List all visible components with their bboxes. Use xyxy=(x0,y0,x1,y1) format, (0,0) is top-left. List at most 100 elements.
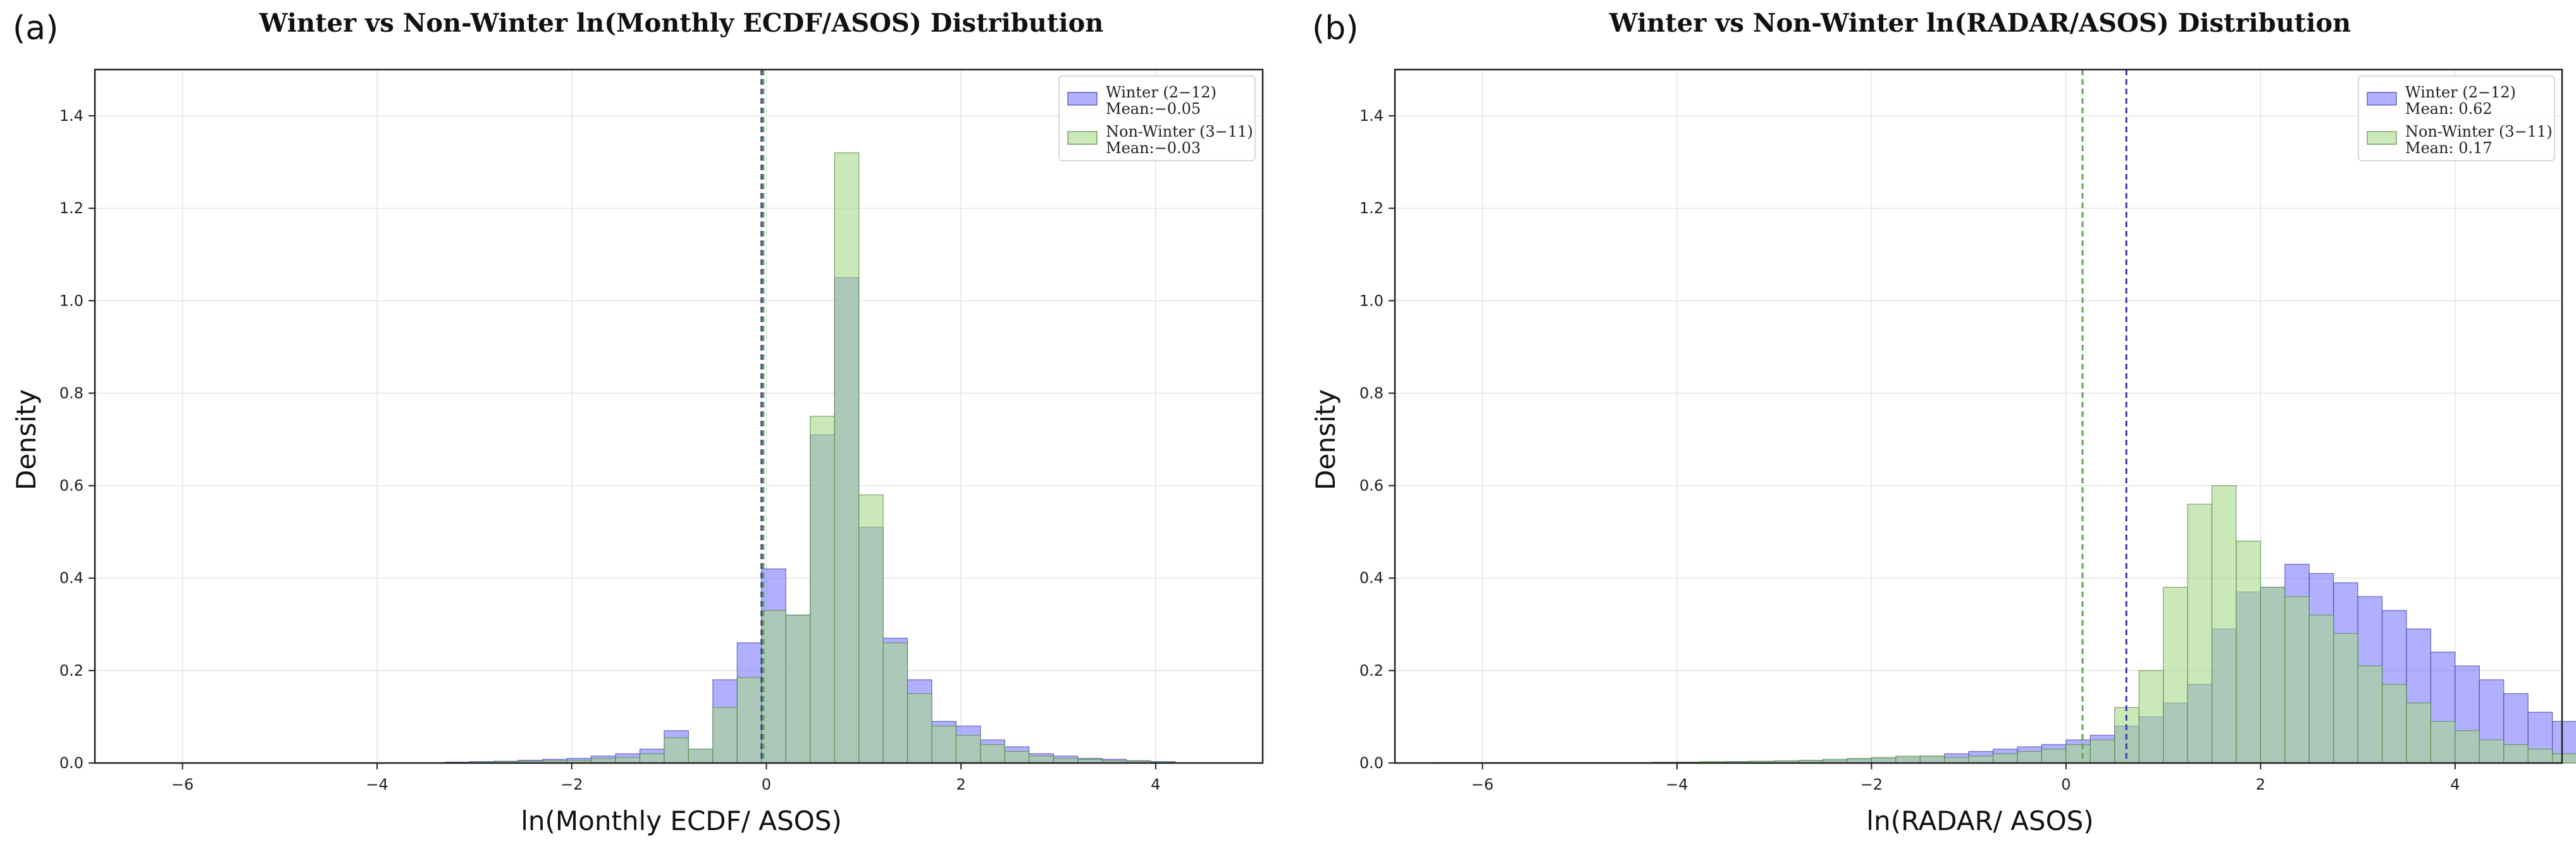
legend-swatch xyxy=(2367,92,2397,106)
legend-series-stat: Mean:−0.03 xyxy=(1106,139,1201,157)
legend-series-stat: Mean: 0.17 xyxy=(2405,139,2492,157)
legend-series-name: Winter (2−12) xyxy=(2405,84,2516,101)
histogram-bar xyxy=(615,757,641,764)
histogram-bar xyxy=(2163,586,2188,764)
x-tick-label: −2 xyxy=(560,776,583,793)
y-tick-label: 0.6 xyxy=(1359,477,1384,495)
y-tick-label: 0.6 xyxy=(59,477,84,495)
histogram-bar xyxy=(882,642,908,764)
histogram-bar xyxy=(1968,755,1994,764)
histogram-bar xyxy=(1944,757,1969,764)
y-tick-label: 1.0 xyxy=(1359,292,1384,309)
y-axis-label: Density xyxy=(11,389,42,490)
legend-series-stat: Mean:−0.05 xyxy=(1106,100,1201,118)
y-tick-label: 0.0 xyxy=(1359,754,1384,772)
x-axis-label: ln(RADAR/ ASOS) xyxy=(1866,805,2093,836)
legend: Winter (2−12)Mean: 0.62 Non-Winter (3−11)… xyxy=(2358,75,2555,161)
y-tick-label: 1.0 xyxy=(59,292,84,309)
histogram-bar xyxy=(664,737,689,764)
x-tick-label: 4 xyxy=(2450,776,2460,793)
histogram-bar xyxy=(1895,755,1921,764)
x-tick-label: 2 xyxy=(956,776,965,793)
histogram-bar xyxy=(810,416,835,764)
histogram-bar xyxy=(2260,586,2286,764)
chart-title: Winter vs Non-Winter ln(Monthly ECDF/ASO… xyxy=(259,8,1104,38)
histogram-bar xyxy=(980,744,1005,764)
histogram-bar xyxy=(2308,614,2334,764)
legend-box xyxy=(1058,75,1256,161)
ticks: −6 −4 −2 0 2 4 0.0 0.2 0.4 0.6 0.8 1.0 1.2 1.4 xyxy=(59,107,1161,793)
x-tick-label: −6 xyxy=(1471,776,1494,793)
ticks: −6 −4 −2 0 2 4 0.0 0.2 0.4 0.6 0.8 1.0 1.2 1.4 xyxy=(1359,107,2460,793)
legend: Winter (2−12)Mean:−0.05 Non-Winter (3−11)… xyxy=(1058,75,1256,161)
histogram-bar xyxy=(1992,753,2018,764)
legend-swatch xyxy=(1067,92,1098,106)
histogram-bar xyxy=(2138,670,2164,764)
histogram-bar xyxy=(688,748,714,764)
histogram-bar xyxy=(2065,744,2091,764)
histogram-bar xyxy=(761,610,786,764)
legend-swatch xyxy=(1067,131,1098,145)
x-tick-label: −4 xyxy=(366,776,388,793)
y-tick-label: 0.4 xyxy=(59,569,84,587)
y-tick-label: 0.8 xyxy=(1359,384,1384,402)
histogram-bar xyxy=(2236,540,2261,764)
histogram-bar xyxy=(2527,748,2553,764)
histogram-bar xyxy=(2503,744,2529,764)
histogram-bar xyxy=(1029,755,1054,764)
legend-series-name: Non-Winter (3−11) xyxy=(1106,123,1253,140)
panel-letter: (b) xyxy=(1312,9,1359,47)
x-tick-label: −6 xyxy=(171,776,194,793)
y-tick-label: 0.4 xyxy=(1359,569,1384,587)
x-tick-label: 2 xyxy=(2256,776,2265,793)
histogram-bar xyxy=(2406,702,2432,764)
legend-box xyxy=(2358,75,2555,161)
histogram-bar xyxy=(2333,633,2358,764)
histogram-bar xyxy=(2041,748,2067,764)
x-tick-label: 0 xyxy=(762,776,771,793)
histogram-bar xyxy=(931,725,957,764)
x-tick-label: 0 xyxy=(2061,776,2071,793)
legend-series-name: Non-Winter (3−11) xyxy=(2405,123,2553,140)
x-tick-label: −2 xyxy=(1861,776,1883,793)
panel-letter: (a) xyxy=(13,9,58,47)
histogram-bar xyxy=(1004,751,1030,764)
histogram-bar xyxy=(2455,730,2480,764)
histogram-bar xyxy=(712,707,738,764)
histogram-bar xyxy=(1871,757,1897,764)
histogram-bar xyxy=(2479,739,2505,764)
mean-lines xyxy=(760,70,765,763)
y-tick-label: 1.2 xyxy=(1359,199,1384,217)
histogram-bar xyxy=(2090,739,2115,764)
histogram-bar xyxy=(2187,504,2213,764)
grid xyxy=(95,70,1263,764)
x-axis-label: ln(Monthly ECDF/ ASOS) xyxy=(521,805,842,836)
legend-series-name: Winter (2−12) xyxy=(1106,84,1217,101)
panel-a: (a) Winter vs Non-Winter ln(Monthly ECDF… xyxy=(11,8,1264,836)
y-tick-label: 0.2 xyxy=(59,662,84,680)
histogram-bar xyxy=(2017,751,2043,764)
histogram-bar xyxy=(2552,753,2576,764)
y-tick-label: 0.0 xyxy=(59,754,84,772)
y-tick-label: 1.4 xyxy=(59,107,84,125)
histogram-bar xyxy=(1919,755,1945,764)
histogram-bar xyxy=(2357,665,2383,764)
y-tick-label: 0.2 xyxy=(1359,662,1384,680)
histogram-bar xyxy=(907,693,932,764)
y-tick-label: 0.8 xyxy=(59,384,84,402)
legend-swatch xyxy=(2367,131,2397,145)
y-axis-label: Density xyxy=(1310,389,1341,490)
chart-title: Winter vs Non-Winter ln(RADAR/ASOS) Dist… xyxy=(1609,8,2351,38)
histogram-bar xyxy=(2430,721,2456,764)
y-tick-label: 1.2 xyxy=(59,199,84,217)
mean-lines xyxy=(2081,70,2127,763)
x-tick-label: 4 xyxy=(1151,776,1160,793)
histogram-bar xyxy=(2211,485,2237,764)
legend-series-stat: Mean: 0.62 xyxy=(2405,100,2492,118)
histogram-bar xyxy=(2381,684,2407,764)
histogram-bar xyxy=(2284,596,2310,764)
histogram-bar xyxy=(858,494,884,764)
histogram-bar xyxy=(736,677,762,764)
histogram-bar xyxy=(639,753,665,764)
